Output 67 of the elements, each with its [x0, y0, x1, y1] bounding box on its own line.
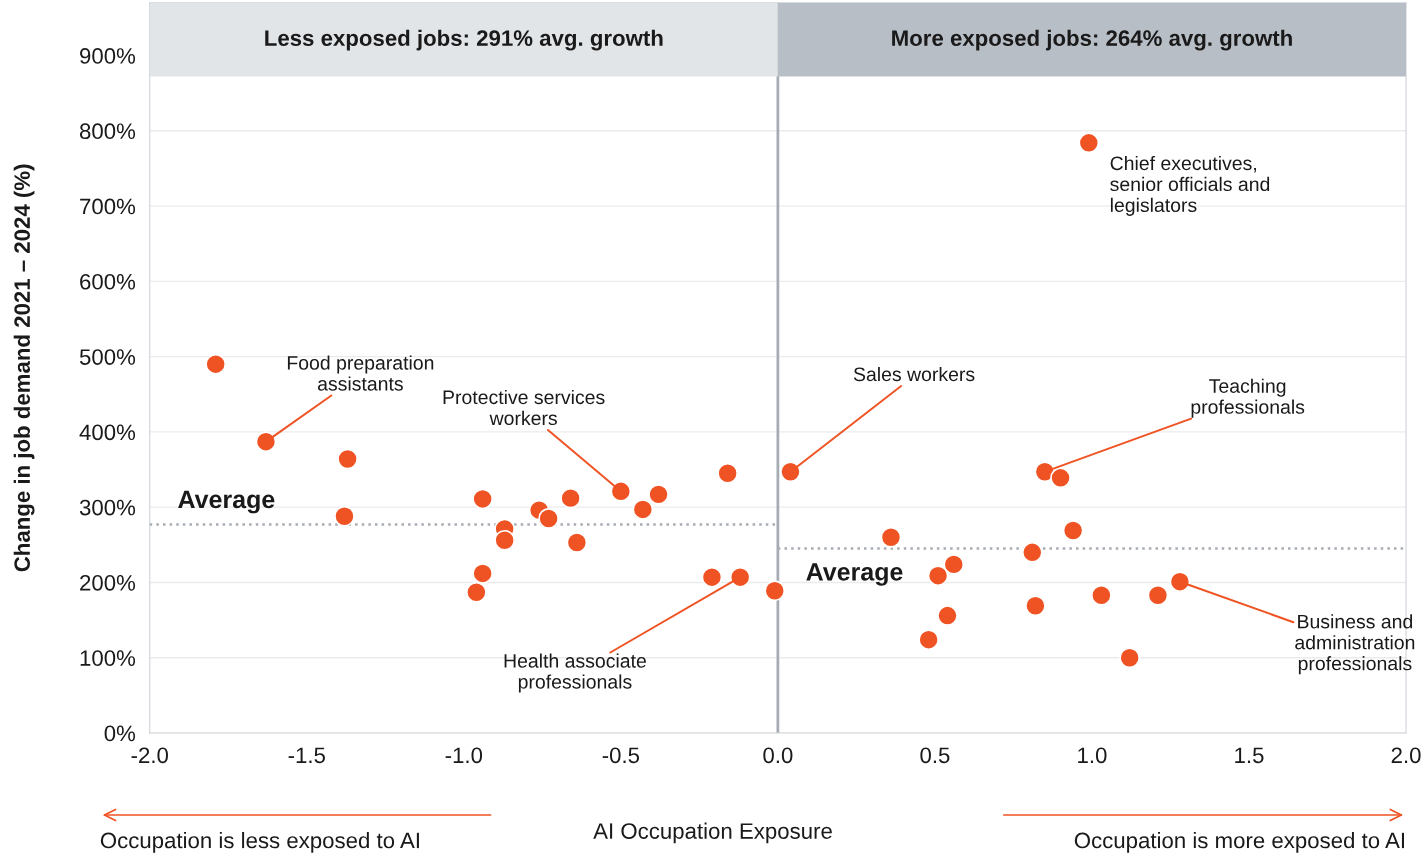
annotation: Protective services workers	[443, 389, 605, 426]
x-tick-label: 0.5	[920, 747, 950, 764]
x-axis-title: AI Occupation Exposure	[593, 822, 832, 844]
point	[632, 499, 654, 520]
x-tick-label: -2.0	[131, 747, 169, 764]
point	[205, 353, 227, 375]
y-tick-label: 800%	[79, 123, 136, 140]
point	[648, 483, 669, 505]
x-tick-label: 0.0	[763, 747, 793, 764]
point	[610, 480, 632, 502]
point	[560, 487, 582, 509]
x-tick-label: 1.5	[1235, 747, 1264, 764]
point	[1147, 584, 1169, 606]
point	[918, 629, 940, 651]
point	[701, 566, 723, 588]
point	[566, 532, 588, 553]
point	[764, 580, 786, 602]
point	[1078, 132, 1100, 154]
point	[717, 462, 739, 484]
point	[472, 563, 494, 584]
point	[255, 431, 277, 453]
point	[943, 553, 965, 575]
point	[1050, 467, 1071, 489]
point	[1090, 584, 1112, 606]
x-tick-label: 1.0	[1078, 747, 1107, 764]
y-tick-label: 0%	[104, 725, 136, 742]
y-tick-label: 200%	[80, 574, 136, 591]
y-tick-label: 400%	[79, 424, 136, 441]
text: Occupation is more exposed to AI	[1074, 832, 1405, 853]
point	[880, 526, 902, 548]
point	[538, 508, 560, 529]
y-tick-label: 500%	[79, 349, 136, 365]
x-tick-label: -1.0	[445, 747, 483, 764]
point	[1119, 647, 1141, 669]
annotation: Health associate professionals	[504, 653, 646, 693]
point	[465, 581, 487, 603]
y-tick-label: 300%	[79, 499, 136, 516]
annotation: Teaching professionals	[1191, 378, 1305, 418]
y-axis-title: Change in job demand 2021 – 2024 (%)	[13, 164, 35, 572]
point	[494, 529, 516, 551]
y-tick-label: 900%	[80, 48, 136, 64]
point	[1025, 595, 1046, 617]
x-tick-label: -1.5	[288, 747, 325, 764]
point	[927, 565, 949, 587]
y-tick-label: 100%	[80, 650, 136, 666]
x-tick-label: -0.5	[602, 747, 640, 764]
point	[334, 505, 355, 527]
annotation: Sales workers	[853, 366, 975, 382]
point	[1169, 571, 1191, 593]
annotation: Food preparation assistants	[287, 355, 434, 391]
annotation: Business and administration professionals	[1295, 614, 1415, 675]
point	[472, 488, 494, 510]
band-label: Less exposed jobs: 291% avg. growth	[265, 29, 663, 51]
point	[1062, 520, 1084, 541]
y-tick-label: 700%	[80, 198, 136, 215]
point	[729, 566, 751, 588]
point	[780, 461, 801, 483]
y-tick-label: 600%	[80, 273, 136, 290]
x-tick-label: 2.0	[1391, 747, 1421, 764]
series-label: Average	[178, 490, 275, 514]
band-label: More exposed jobs: 264% avg. growth	[892, 29, 1292, 51]
text: Occupation is less exposed to AI	[100, 832, 419, 853]
point	[937, 605, 958, 626]
annotation: Chief executives, senior officials and legislators	[1110, 155, 1270, 216]
point	[1021, 541, 1043, 563]
point	[337, 448, 359, 470]
series-label: Average	[806, 563, 903, 586]
